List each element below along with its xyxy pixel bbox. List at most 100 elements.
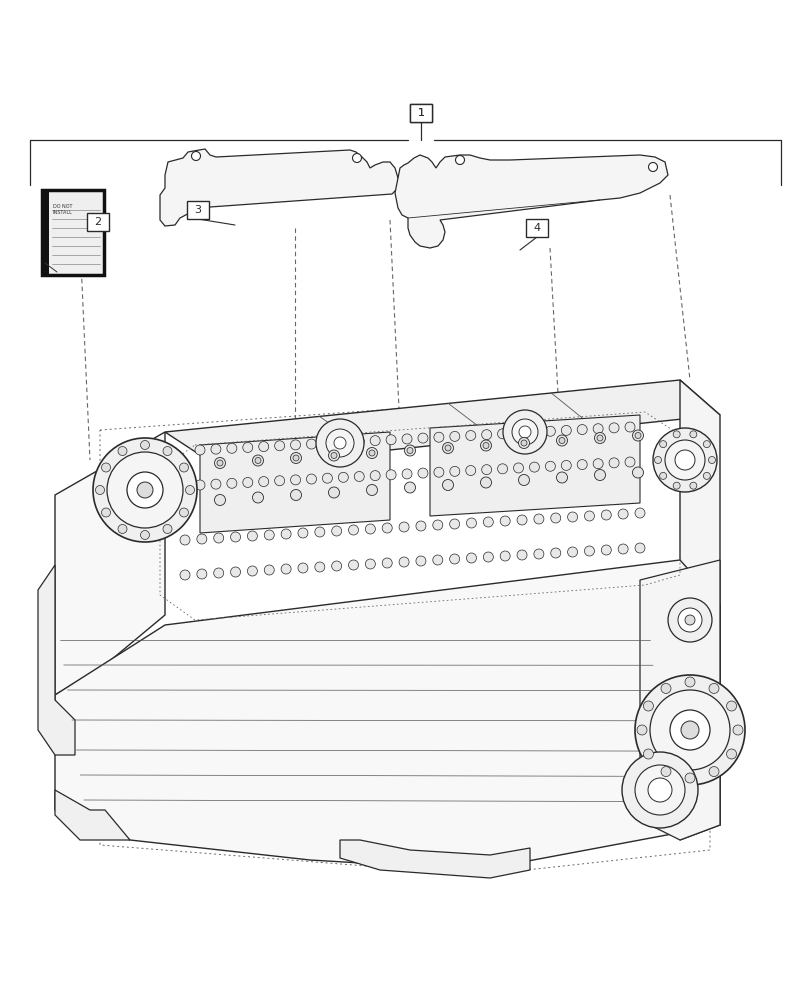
Circle shape: [533, 549, 543, 559]
Circle shape: [518, 426, 530, 438]
Circle shape: [140, 530, 149, 540]
Circle shape: [545, 426, 555, 436]
Circle shape: [290, 452, 301, 464]
Circle shape: [632, 430, 642, 441]
Circle shape: [196, 569, 207, 579]
Circle shape: [624, 422, 634, 432]
Circle shape: [517, 550, 526, 560]
Circle shape: [483, 552, 493, 562]
Circle shape: [325, 429, 354, 457]
Circle shape: [211, 444, 221, 454]
Circle shape: [502, 410, 547, 454]
Circle shape: [298, 528, 307, 538]
Circle shape: [281, 564, 291, 574]
Circle shape: [624, 457, 634, 467]
Circle shape: [594, 470, 605, 481]
Text: 1: 1: [417, 108, 424, 118]
Polygon shape: [394, 155, 667, 248]
Circle shape: [684, 615, 694, 625]
Circle shape: [708, 456, 714, 464]
Circle shape: [442, 442, 453, 454]
Circle shape: [418, 468, 427, 478]
Circle shape: [290, 475, 300, 485]
Circle shape: [252, 455, 264, 466]
Circle shape: [545, 461, 555, 471]
Circle shape: [596, 435, 603, 441]
Circle shape: [328, 450, 339, 461]
Circle shape: [211, 479, 221, 489]
Circle shape: [354, 436, 364, 446]
Circle shape: [577, 460, 586, 470]
Circle shape: [634, 543, 644, 553]
Circle shape: [649, 690, 729, 770]
Polygon shape: [639, 560, 719, 840]
Circle shape: [634, 675, 744, 785]
Polygon shape: [160, 149, 397, 226]
Circle shape: [533, 514, 543, 524]
Circle shape: [322, 473, 332, 483]
Circle shape: [93, 438, 197, 542]
Circle shape: [252, 492, 264, 503]
Circle shape: [242, 442, 252, 452]
Circle shape: [315, 562, 324, 572]
Circle shape: [322, 438, 332, 448]
Circle shape: [654, 456, 661, 464]
Circle shape: [281, 529, 291, 539]
Circle shape: [217, 460, 223, 466]
Circle shape: [642, 749, 653, 759]
Bar: [187, 201, 208, 219]
Circle shape: [684, 677, 694, 687]
Circle shape: [529, 427, 539, 437]
Circle shape: [290, 440, 300, 450]
Circle shape: [348, 560, 358, 570]
Circle shape: [556, 472, 567, 483]
Circle shape: [338, 472, 348, 482]
Circle shape: [594, 432, 605, 444]
Circle shape: [247, 566, 257, 576]
Circle shape: [242, 477, 252, 487]
Circle shape: [368, 450, 375, 456]
Bar: [42, 190, 49, 275]
Circle shape: [660, 767, 670, 777]
Circle shape: [386, 470, 396, 480]
Circle shape: [274, 441, 285, 451]
Circle shape: [366, 485, 377, 495]
Circle shape: [226, 478, 237, 488]
Circle shape: [684, 773, 694, 783]
Circle shape: [677, 608, 702, 632]
Bar: [87, 213, 109, 231]
Circle shape: [500, 516, 509, 526]
Circle shape: [118, 447, 127, 456]
Circle shape: [127, 472, 163, 508]
Circle shape: [352, 154, 361, 163]
Circle shape: [214, 494, 225, 506]
Circle shape: [466, 466, 475, 476]
Circle shape: [560, 460, 571, 470]
Circle shape: [140, 440, 149, 450]
Circle shape: [592, 459, 603, 469]
Circle shape: [647, 778, 672, 802]
Circle shape: [669, 710, 709, 750]
Circle shape: [634, 508, 644, 518]
Circle shape: [382, 558, 392, 568]
Circle shape: [298, 563, 307, 573]
Circle shape: [213, 533, 223, 543]
Circle shape: [432, 520, 442, 530]
Circle shape: [398, 522, 409, 532]
Circle shape: [521, 440, 526, 446]
Circle shape: [191, 152, 200, 161]
Text: DO NOT
INSTALL: DO NOT INSTALL: [53, 204, 73, 215]
Circle shape: [442, 480, 453, 490]
Polygon shape: [165, 380, 719, 468]
Circle shape: [382, 523, 392, 533]
Circle shape: [702, 472, 710, 479]
Polygon shape: [55, 432, 165, 695]
Circle shape: [642, 701, 653, 711]
Circle shape: [449, 554, 459, 564]
Circle shape: [466, 518, 476, 528]
Circle shape: [444, 445, 450, 451]
Circle shape: [584, 511, 594, 521]
Circle shape: [432, 555, 442, 565]
Circle shape: [708, 767, 718, 777]
Circle shape: [401, 469, 411, 479]
